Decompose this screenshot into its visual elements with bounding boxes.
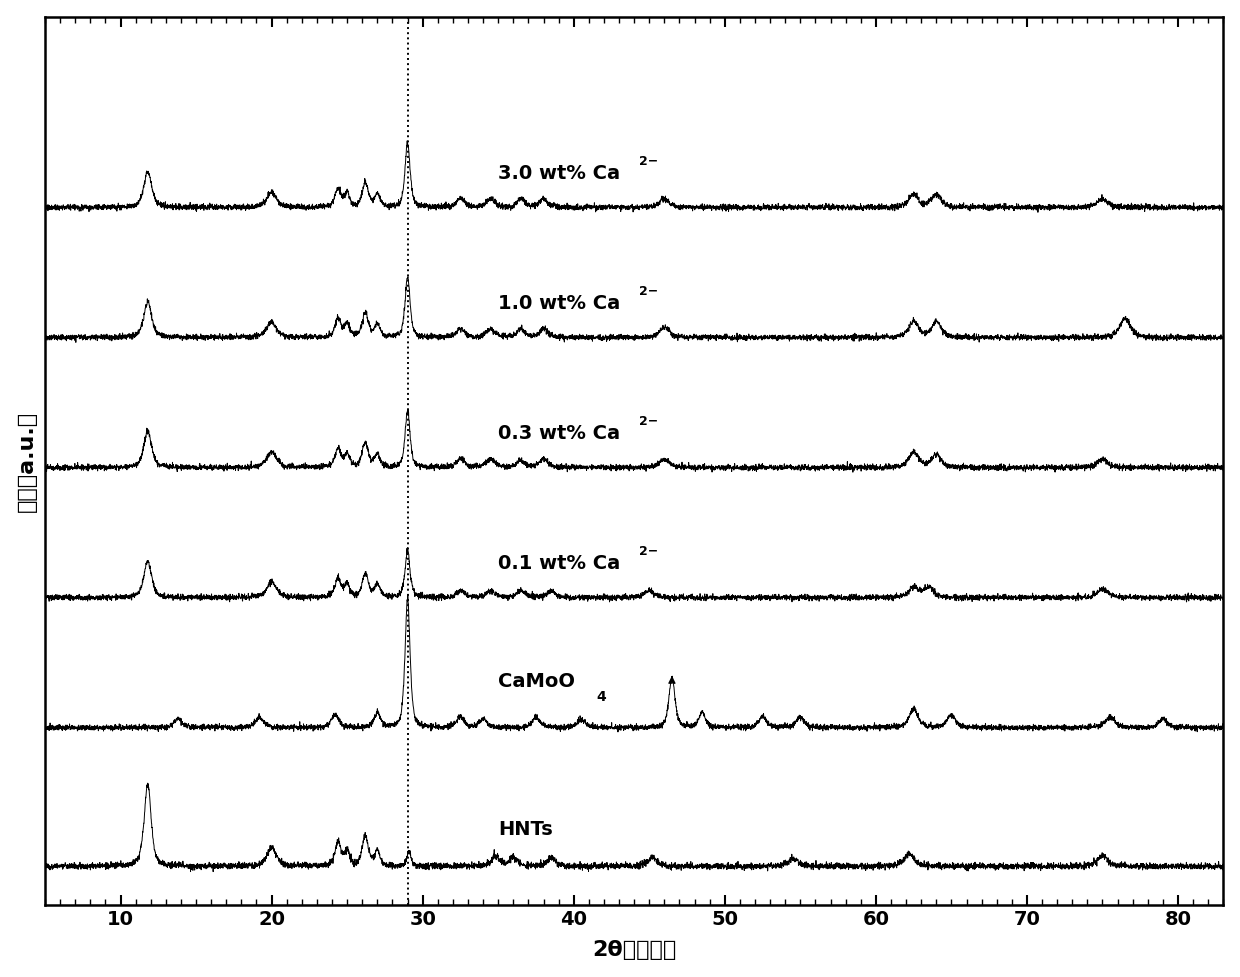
Text: 2−: 2−: [639, 154, 658, 167]
Text: 0.1 wt% Ca: 0.1 wt% Ca: [498, 554, 620, 573]
Text: HNTs: HNTs: [498, 820, 553, 838]
Text: 2−: 2−: [639, 545, 658, 558]
Text: 2−: 2−: [639, 414, 658, 428]
Y-axis label: 强度（a.u.）: 强度（a.u.）: [16, 410, 37, 512]
Text: 0.3 wt% Ca: 0.3 wt% Ca: [498, 424, 620, 444]
Text: 4: 4: [596, 690, 606, 704]
Text: CaMoO: CaMoO: [498, 672, 575, 691]
X-axis label: 2θ（角度）: 2θ（角度）: [591, 940, 676, 960]
Text: 3.0 wt% Ca: 3.0 wt% Ca: [498, 164, 620, 183]
Text: 2−: 2−: [639, 284, 658, 298]
Text: 1.0 wt% Ca: 1.0 wt% Ca: [498, 294, 620, 314]
